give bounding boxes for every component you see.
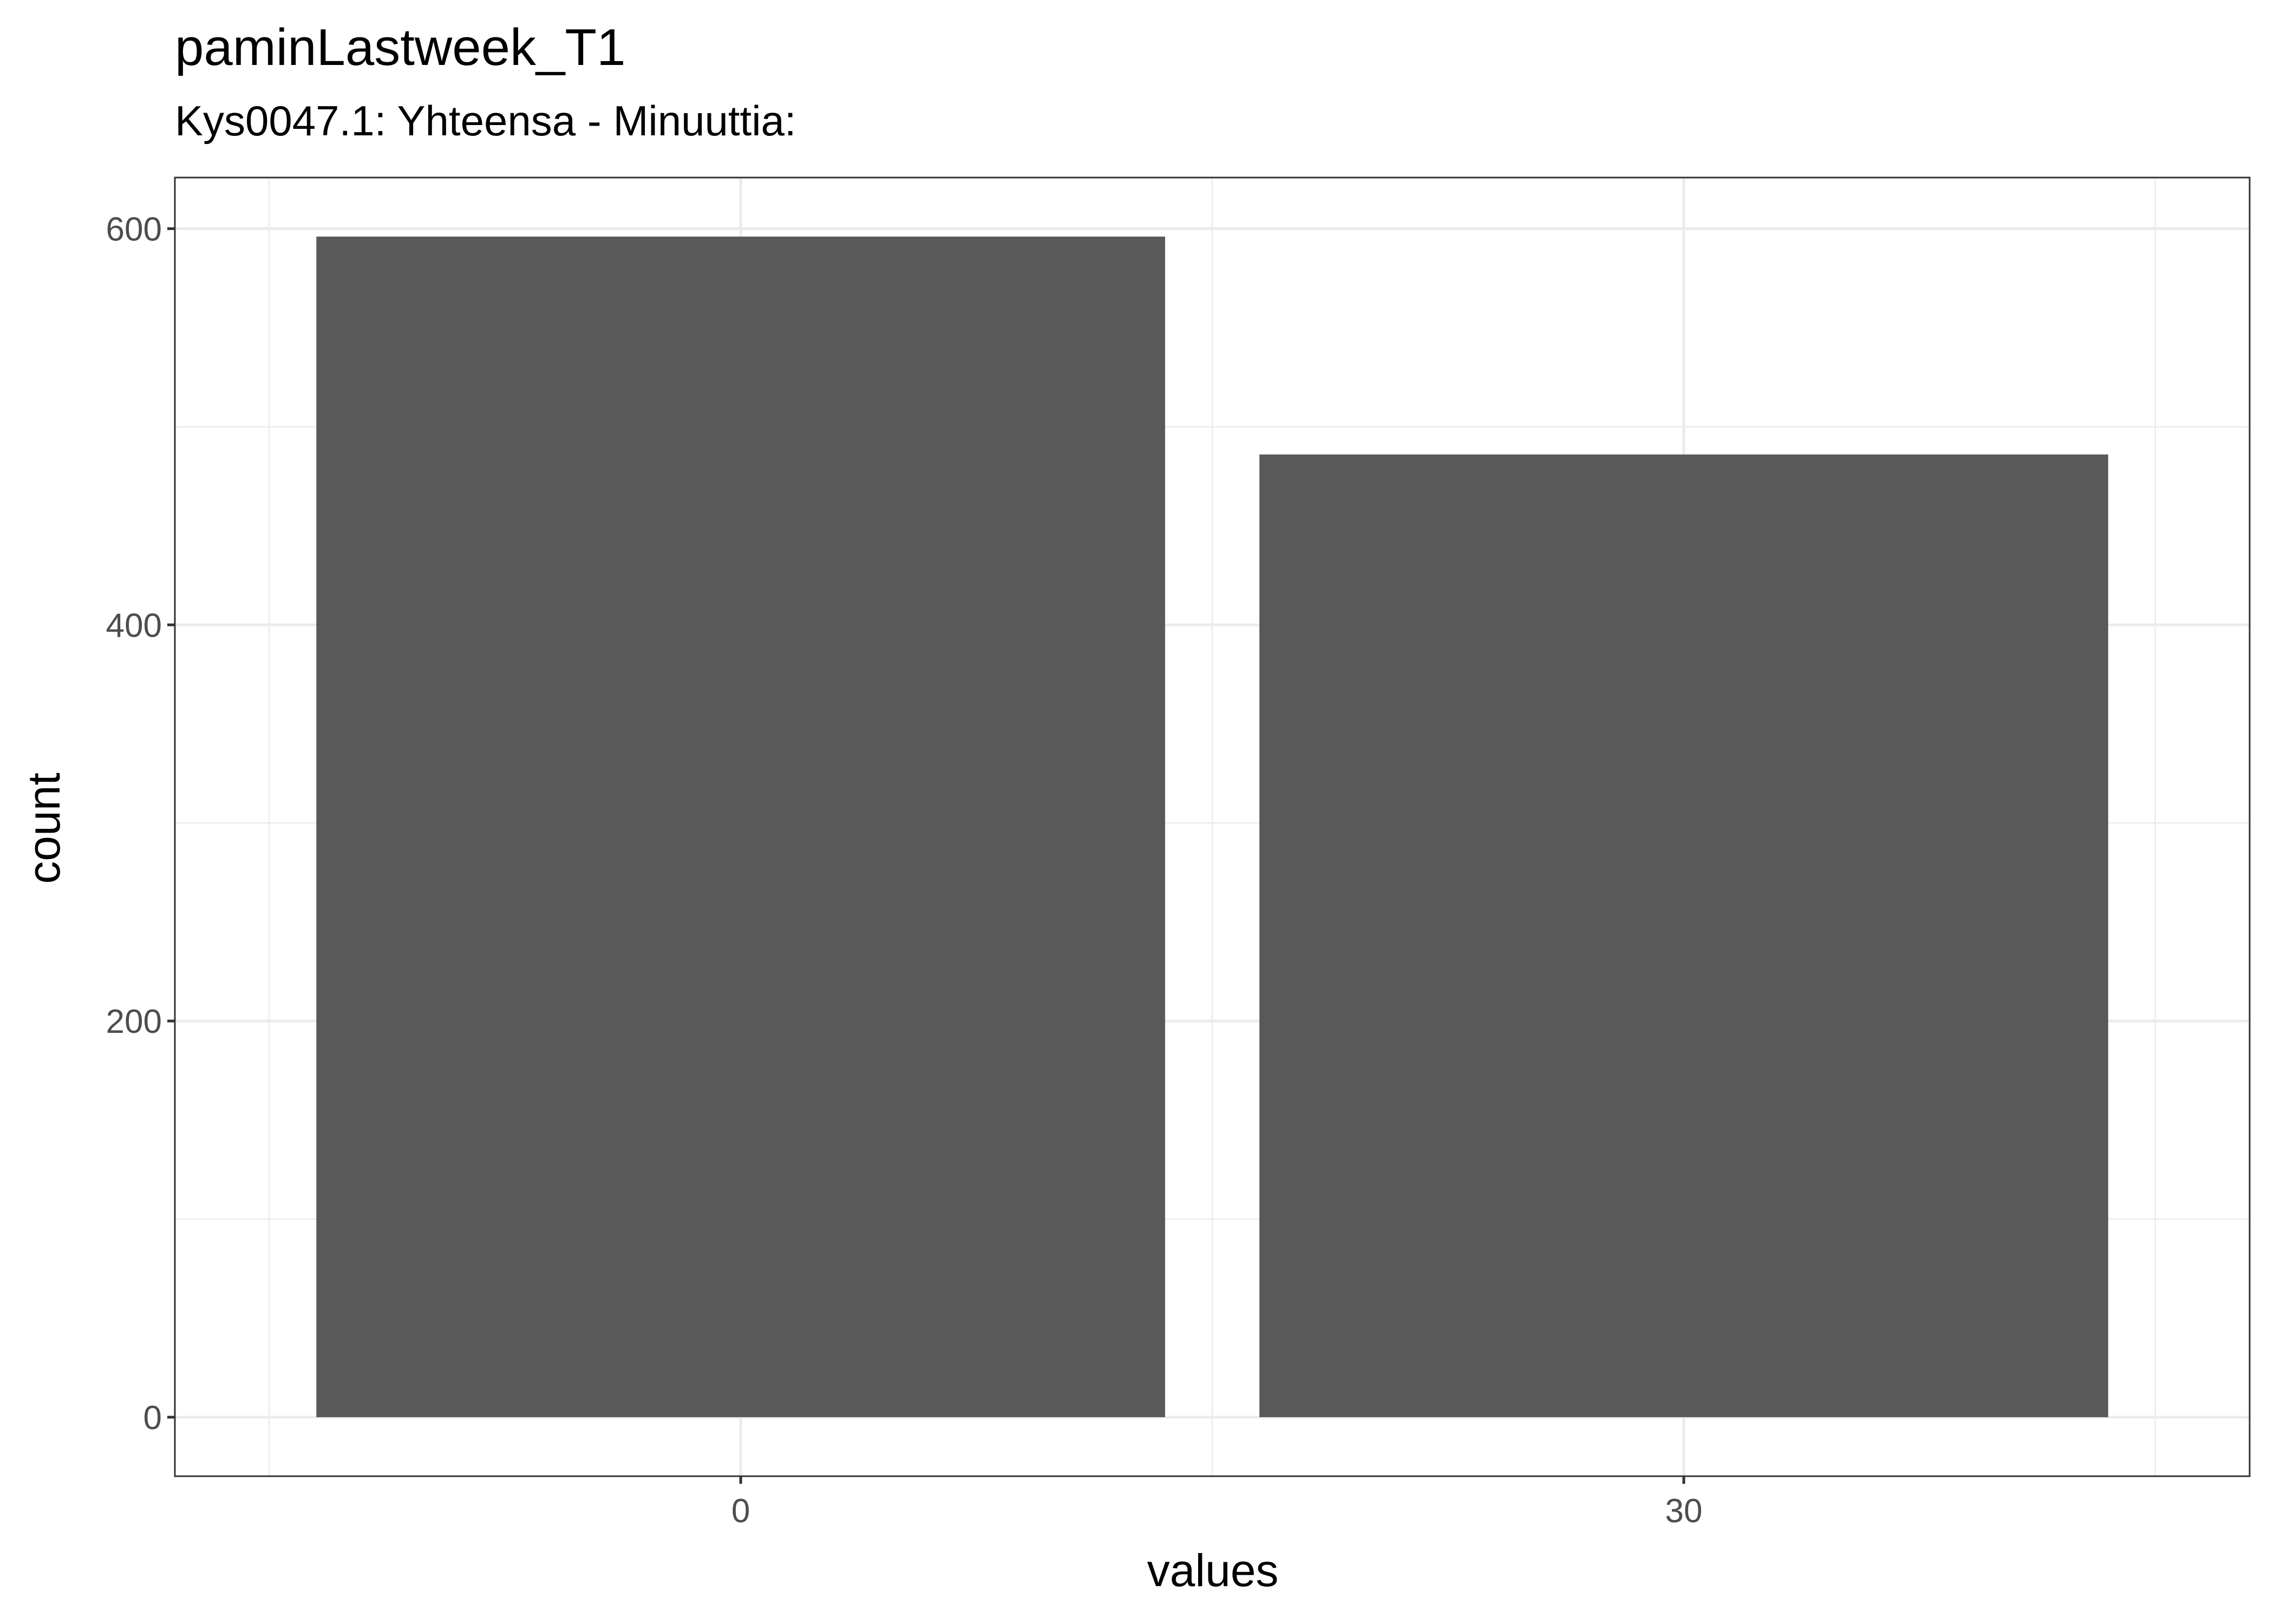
x-tick-label: 0 [731, 1492, 750, 1530]
bar-0 [316, 237, 1165, 1417]
y-tick-label: 600 [106, 211, 162, 248]
bars [316, 237, 2108, 1417]
y-tick-label: 200 [106, 1003, 162, 1040]
x-axis-title: values [1147, 1545, 1279, 1596]
bar-30 [1259, 454, 2108, 1417]
y-axis: 0 200 400 600 [106, 211, 175, 1437]
x-tick-label: 30 [1665, 1492, 1702, 1530]
chart-subtitle: Kys0047.1: Yhteensa - Minuuttia: [175, 97, 796, 145]
y-tick-label: 0 [143, 1399, 162, 1437]
y-axis-title: count [18, 772, 69, 884]
panel-border [174, 176, 2251, 1477]
y-tick-label: 400 [106, 607, 162, 644]
x-axis: 0 30 [731, 1476, 1702, 1530]
chart-title: paminLastweek_T1 [175, 18, 625, 76]
